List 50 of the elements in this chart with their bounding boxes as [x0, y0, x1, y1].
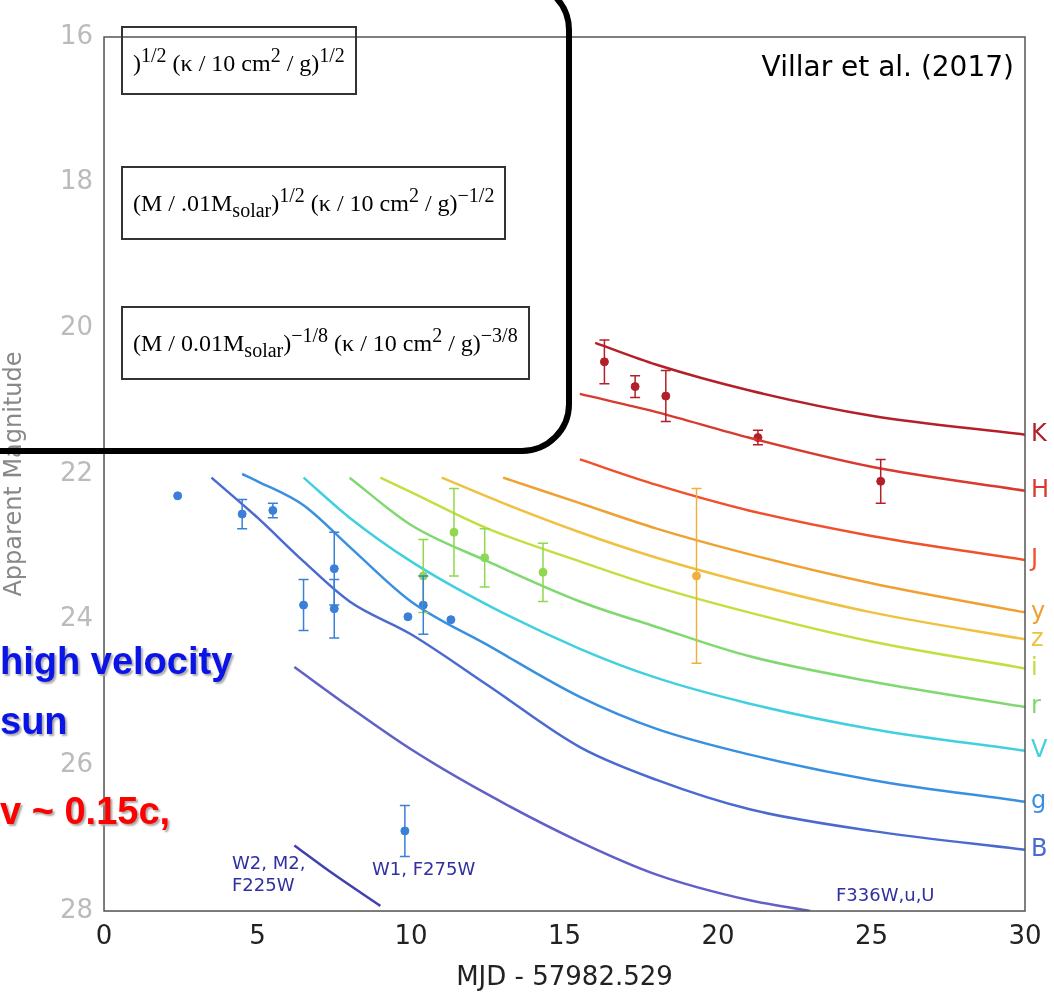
line-series: [379, 476, 1025, 670]
series-label: B: [1031, 834, 1048, 863]
series-label: J: [1029, 544, 1039, 573]
series-label: K: [1031, 418, 1048, 447]
x-tick-label: 20: [701, 920, 735, 951]
annotation: high velocity: [0, 640, 233, 683]
x-tick-label: 25: [854, 920, 889, 951]
point: [403, 612, 413, 622]
line-series: [240, 472, 1025, 803]
x-tick-label: 0: [95, 920, 113, 951]
annotation: W1, F275W: [372, 858, 477, 880]
series-label: i: [1031, 652, 1038, 681]
x-tick-label: 30: [1008, 920, 1042, 951]
annotation: W2, M2, F225W: [232, 852, 307, 896]
text: sun: [0, 700, 68, 743]
series-label: V: [1031, 735, 1048, 763]
annotation: (M / .01M$_{solar}$)$^{1/2}$ (κ / 10 cm$^{2}$ / g)$^{−1/2}$: [121, 166, 507, 240]
series-label: r: [1031, 691, 1041, 720]
annotation: v ~ 0.15c,: [0, 790, 171, 833]
line-series: [302, 476, 1025, 753]
x-tick-label: 10: [394, 920, 428, 951]
line-series: [501, 476, 1025, 614]
y-tick-label: 16: [59, 19, 93, 50]
line-series: [440, 476, 1025, 641]
y-tick-label: 18: [59, 165, 93, 196]
annotation: Villar et al. (2017): [761, 50, 1014, 83]
y-tick-label: 22: [59, 456, 93, 487]
x-axis-title: MJD - 57982.529: [456, 961, 673, 992]
series-label: H: [1031, 474, 1050, 503]
point: [329, 564, 339, 574]
line-series: [578, 458, 1025, 562]
line-series: [578, 392, 1025, 492]
line-series: [593, 341, 1025, 436]
series-label: g: [1031, 785, 1047, 814]
x-tick-label: 15: [547, 920, 582, 951]
line-series: [348, 476, 1025, 709]
point: [446, 615, 456, 625]
point: [173, 491, 183, 501]
x-tick-label: 5: [249, 920, 266, 951]
series-label: z: [1031, 623, 1044, 652]
y-tick-label: 20: [59, 311, 93, 342]
annotation: (M / 0.01M$_{solar}$)$^{−1/8}$ (κ / 10 cm$^{2}$ / g)$^{−3/8}$: [121, 306, 530, 380]
y-tick-label: 28: [59, 893, 93, 924]
series-label: y: [1031, 596, 1046, 625]
annotation: )$^{1/2}$ (κ / 10 cm$^{2}$ / g)$^{1/2}$: [121, 26, 357, 95]
point: [599, 357, 609, 367]
y-tick-label: 24: [59, 602, 93, 633]
y-tick-label: 26: [59, 748, 93, 779]
annotation: F336W,u,U: [836, 884, 936, 906]
point: [876, 476, 886, 486]
